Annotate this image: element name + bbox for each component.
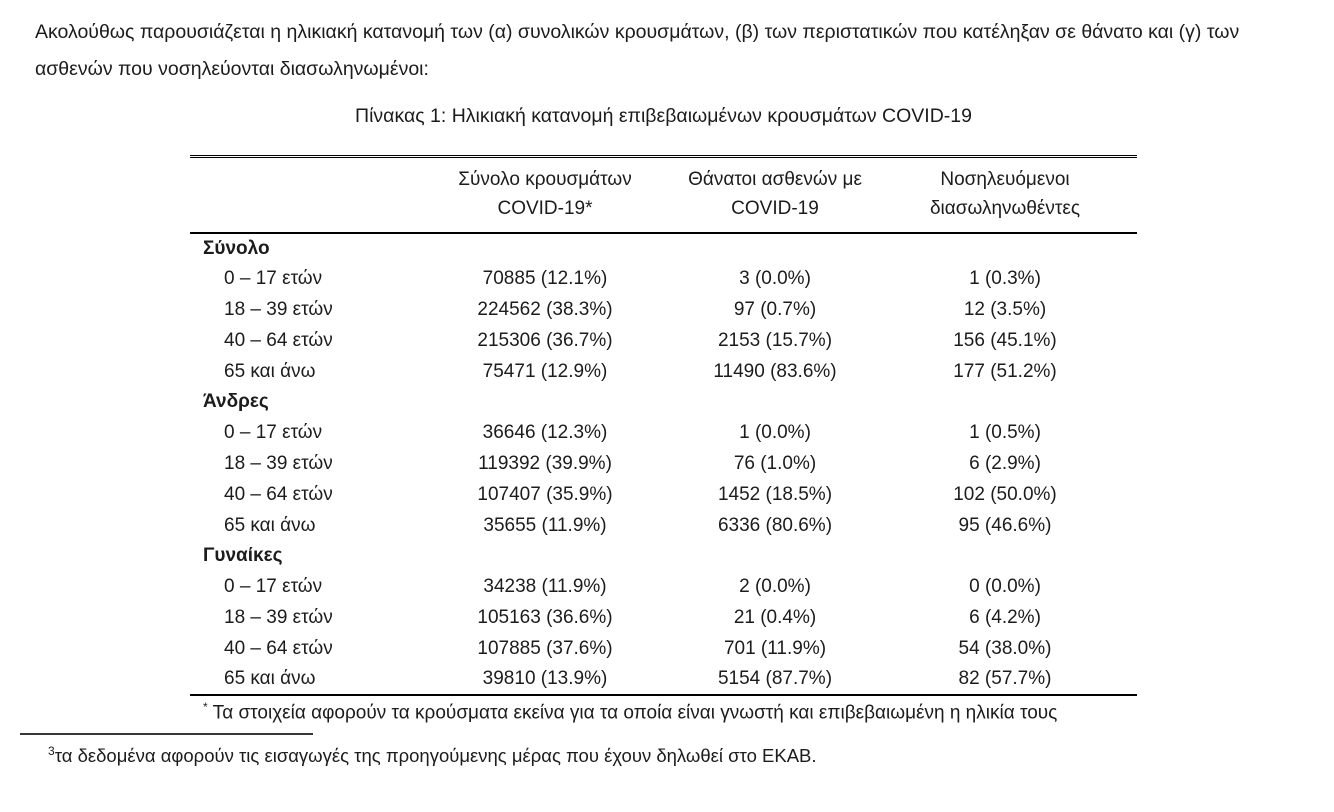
- deaths-cell: 97 (0.7%): [733, 298, 817, 320]
- age-data-row: 18 – 39 ετών 119392 (39.9%) 76 (1.0%) 6 (2.…: [190, 449, 1137, 480]
- table-body: Σύνολο 0 – 17 ετών 70885 (12.1%) 3 (0.0%) 1 …: [190, 233, 1137, 695]
- intubated-cell: 82 (57.7%): [958, 668, 1052, 690]
- deaths-cell: 701 (11.9%): [723, 637, 827, 659]
- cases-cell: 34238 (11.9%): [483, 576, 607, 598]
- intubated-cell: 95 (46.6%): [958, 514, 1052, 536]
- deaths-cell: 1452 (18.5%): [717, 483, 833, 505]
- deaths-cell: 2153 (15.7%): [717, 329, 833, 351]
- intro-line-2: ασθενών που νοσηλεύονται διασωληνωμένοι:: [35, 58, 429, 80]
- deaths-cell: 1 (0.0%): [739, 422, 811, 444]
- age-label-cell: 40 – 64 ετών: [224, 329, 333, 351]
- cases-cell: 107407 (35.9%): [477, 483, 613, 505]
- intro-paragraph: Ακολούθως παρουσιάζεται η ηλικιακή καταν…: [35, 14, 1320, 88]
- section-header-row-0: Σύνολο: [190, 233, 1137, 264]
- header-intubated-line1: Νοσηλευόμενοι: [940, 169, 1070, 190]
- section-header-label: Σύνολο: [203, 237, 270, 259]
- age-label-cell: 40 – 64 ετών: [224, 483, 333, 505]
- age-label-cell: 65 και άνω: [224, 668, 316, 690]
- cases-cell: 39810 (13.9%): [482, 668, 608, 690]
- intubated-cell: 0 (0.0%): [969, 576, 1041, 598]
- age-data-row: 18 – 39 ετών 105163 (36.6%) 21 (0.4%) 6 (4.…: [190, 603, 1137, 634]
- intubated-cell: 102 (50.0%): [953, 483, 1057, 505]
- age-label-cell: 65 και άνω: [224, 360, 316, 382]
- header-deaths-line2: COVID-19: [731, 198, 819, 219]
- intubated-cell: 54 (38.0%): [958, 637, 1052, 659]
- table-footnote-text: Τα στοιχεία αφορούν τα κρούσματα εκείνα …: [212, 702, 1058, 724]
- age-label-cell: 65 και άνω: [224, 514, 316, 536]
- deaths-cell: 3 (0.0%): [739, 268, 811, 290]
- intubated-cell: 6 (4.2%): [969, 606, 1041, 628]
- cases-cell: 215306 (36.7%): [477, 329, 613, 351]
- deaths-cell: 76 (1.0%): [733, 452, 817, 474]
- section-header-label: Άνδρες: [203, 391, 269, 413]
- header-total-cases-line1: Σύνολο κρουσμάτων: [458, 169, 632, 190]
- age-data-row: 40 – 64 ετών 215306 (36.7%) 2153 (15.7%) 15…: [190, 325, 1137, 356]
- header-total-cases: Σύνολο κρουσμάτων COVID-19*: [413, 156, 677, 234]
- age-data-row: 0 – 17 ετών 36646 (12.3%) 1 (0.0%) 1 (0.5%): [190, 418, 1137, 449]
- age-label-cell: 18 – 39 ετών: [224, 452, 333, 474]
- intubated-cell: 1 (0.3%): [969, 268, 1041, 290]
- age-data-row: 40 – 64 ετών 107407 (35.9%) 1452 (18.5%) 10…: [190, 479, 1137, 510]
- table-footnote: * Τα στοιχεία αφορούν τα κρούσματα εκείνα…: [190, 700, 1137, 724]
- cases-cell: 119392 (39.9%): [478, 452, 612, 474]
- age-data-row: 65 και άνω 75471 (12.9%) 11490 (83.6%) 177 …: [190, 356, 1137, 387]
- page-footnote-marker: 3: [48, 744, 55, 758]
- section-header-row-1: Άνδρες: [190, 387, 1137, 418]
- age-data-row: 65 και άνω 39810 (13.9%) 5154 (87.7%) 82 (5…: [190, 664, 1137, 695]
- age-data-row: 65 και άνω 35655 (11.9%) 6336 (80.6%) 95 (4…: [190, 510, 1137, 541]
- header-intubated: Νοσηλευόμενοι διασωληνωθέντες: [873, 156, 1137, 234]
- page-footnote-text: τα δεδομένα αφορούν τις εισαγωγές της πρ…: [54, 745, 817, 767]
- intubated-cell: 1 (0.5%): [969, 422, 1041, 444]
- section-header-label: Γυναίκες: [203, 545, 283, 567]
- deaths-cell: 2 (0.0%): [739, 576, 811, 598]
- header-empty-cell: [190, 156, 413, 234]
- cases-cell: 75471 (12.9%): [482, 360, 608, 382]
- cases-cell: 105163 (36.6%): [477, 606, 613, 628]
- cases-cell: 36646 (12.3%): [482, 422, 608, 444]
- cases-cell: 35655 (11.9%): [483, 514, 607, 536]
- header-intubated-line2: διασωληνωθέντες: [929, 198, 1081, 219]
- age-label-cell: 0 – 17 ετών: [224, 268, 323, 290]
- page-footnote: 3τα δεδομένα αφορούν τις εισαγωγές της π…: [48, 744, 817, 767]
- header-deaths-line1: Θάνατοι ασθενών με: [688, 169, 862, 190]
- table-footnote-marker: *: [203, 700, 208, 714]
- covid-age-distribution-table: Σύνολο κρουσμάτων COVID-19* Θάνατοι ασθε…: [190, 155, 1137, 696]
- deaths-cell: 6336 (80.6%): [717, 514, 833, 536]
- age-label-cell: 0 – 17 ετών: [224, 576, 323, 598]
- table-title: Πίνακας 1: Ηλικιακή κατανομή επιβεβαιωμέ…: [355, 105, 972, 127]
- intubated-cell: 6 (2.9%): [969, 452, 1041, 474]
- age-data-row: 0 – 17 ετών 34238 (11.9%) 2 (0.0%) 0 (0.0%): [190, 572, 1137, 603]
- age-label-cell: 18 – 39 ετών: [224, 298, 333, 320]
- footnote-divider: [20, 733, 313, 735]
- age-data-row: 0 – 17 ετών 70885 (12.1%) 3 (0.0%) 1 (0.3%): [190, 264, 1137, 295]
- age-label-cell: 40 – 64 ετών: [224, 637, 333, 659]
- age-label-cell: 18 – 39 ετών: [224, 606, 333, 628]
- header-total-cases-line2: COVID-19*: [497, 198, 593, 219]
- cases-cell: 107885 (37.6%): [477, 637, 613, 659]
- header-row: Σύνολο κρουσμάτων COVID-19* Θάνατοι ασθε…: [190, 156, 1137, 234]
- section-header-row-2: Γυναίκες: [190, 541, 1137, 572]
- header-deaths: Θάνατοι ασθενών με COVID-19: [677, 156, 873, 234]
- cases-cell: 224562 (38.3%): [477, 298, 613, 320]
- intubated-cell: 156 (45.1%): [953, 329, 1057, 351]
- age-label-cell: 0 – 17 ετών: [224, 422, 323, 444]
- intro-line-1: Ακολούθως παρουσιάζεται η ηλικιακή καταν…: [35, 21, 1240, 43]
- intubated-cell: 12 (3.5%): [963, 298, 1047, 320]
- cases-cell: 70885 (12.1%): [482, 268, 608, 290]
- age-data-row: 40 – 64 ετών 107885 (37.6%) 701 (11.9%) 54 …: [190, 633, 1137, 664]
- age-data-row: 18 – 39 ετών 224562 (38.3%) 97 (0.7%) 12 (3…: [190, 295, 1137, 326]
- intubated-cell: 177 (51.2%): [953, 360, 1057, 382]
- deaths-cell: 5154 (87.7%): [717, 668, 833, 690]
- deaths-cell: 11490 (83.6%): [713, 360, 837, 382]
- deaths-cell: 21 (0.4%): [733, 606, 817, 628]
- table-header: Σύνολο κρουσμάτων COVID-19* Θάνατοι ασθε…: [190, 156, 1137, 234]
